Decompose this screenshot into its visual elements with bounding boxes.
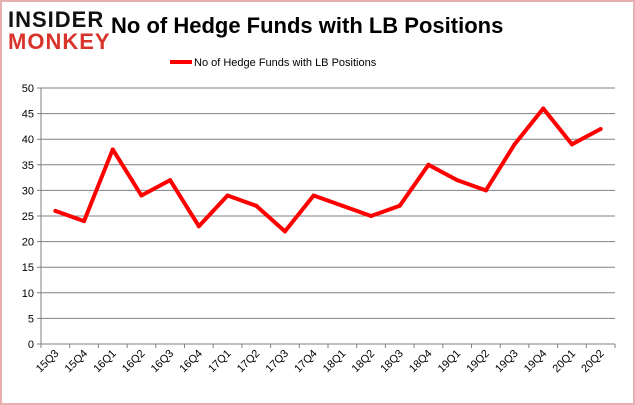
y-tick-label: 15	[22, 262, 34, 274]
data-point	[483, 188, 488, 193]
y-tick-label: 20	[22, 237, 34, 249]
chart-title: No of Hedge Funds with LB Positions	[111, 13, 503, 38]
data-point	[53, 208, 58, 213]
data-point	[254, 203, 259, 208]
data-point	[512, 142, 517, 147]
data-point	[225, 193, 230, 198]
data-point	[168, 178, 173, 183]
data-point	[541, 106, 546, 111]
logo-line1: INSIDER	[8, 7, 104, 32]
y-tick-label: 45	[22, 109, 34, 121]
y-tick-label: 40	[22, 134, 34, 146]
legend: No of Hedge Funds with LB Positions	[170, 57, 377, 69]
data-point	[282, 229, 287, 234]
legend-label: No of Hedge Funds with LB Positions	[194, 57, 377, 69]
logo-line2: MONKEY	[8, 29, 111, 54]
data-point	[311, 193, 316, 198]
data-point	[569, 142, 574, 147]
y-tick-label: 25	[22, 211, 34, 223]
y-tick-label: 50	[22, 83, 34, 95]
data-point	[397, 203, 402, 208]
data-point	[426, 162, 431, 167]
y-tick-label: 30	[22, 185, 34, 197]
y-tick-label: 10	[22, 288, 34, 300]
data-point	[196, 224, 201, 229]
data-point	[82, 219, 87, 224]
data-point	[455, 178, 460, 183]
y-tick-label: 5	[28, 313, 34, 325]
data-point	[110, 147, 115, 152]
data-point	[139, 193, 144, 198]
data-point	[369, 214, 374, 218]
logo: INSIDER MONKEY	[8, 7, 111, 54]
data-point	[598, 126, 603, 131]
data-point	[340, 203, 345, 208]
series-line	[54, 106, 602, 234]
y-tick-label: 0	[28, 339, 34, 351]
y-tick-label: 35	[22, 160, 34, 172]
